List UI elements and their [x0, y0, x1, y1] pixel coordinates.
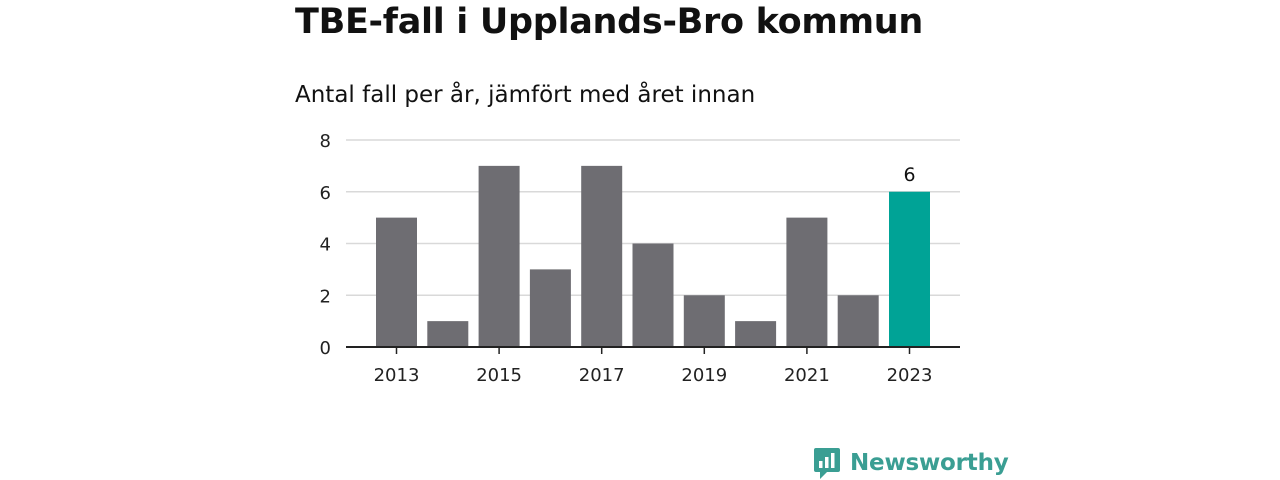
labels: 0 2 4 6 8 2013 2015 2017 2019 2021 2023 6	[320, 131, 933, 386]
chart-title: TBE-fall i Upplands-Bro kommun	[295, 2, 923, 42]
bar-2015	[478, 165, 520, 347]
y-tick-label: 4	[320, 235, 331, 256]
axes	[346, 346, 960, 354]
bar-2022	[837, 295, 879, 347]
bar-chart-chat-bubble-icon	[814, 448, 840, 479]
brand-name: Newsworthy	[850, 450, 1009, 476]
y-tick-label: 2	[320, 286, 331, 307]
bar-2014	[427, 321, 469, 347]
x-tick-label: 2021	[784, 365, 830, 386]
data-label-2023: 6	[903, 164, 915, 186]
x-tick-label: 2023	[887, 365, 933, 386]
chart-subtitle: Antal fall per år, jämfört med året inna…	[295, 82, 756, 108]
bars	[376, 165, 930, 347]
bar-2013	[376, 217, 417, 347]
y-tick-label: 8	[320, 131, 331, 152]
bar-2021	[786, 217, 828, 347]
bar-2019	[683, 295, 725, 347]
x-tick-label: 2013	[374, 365, 420, 386]
newsworthy-brand: Newsworthy	[813, 446, 1009, 480]
bar-2017	[581, 165, 623, 347]
bar-2020	[735, 321, 777, 347]
bar-2016	[529, 269, 571, 347]
x-tick-label: 2015	[476, 365, 522, 386]
bar-2018	[632, 243, 674, 347]
y-tick-label: 0	[320, 338, 331, 359]
y-tick-label: 6	[320, 183, 331, 204]
x-tick-label: 2017	[579, 365, 625, 386]
bar-2023	[889, 191, 930, 347]
x-tick-label: 2019	[681, 365, 727, 386]
